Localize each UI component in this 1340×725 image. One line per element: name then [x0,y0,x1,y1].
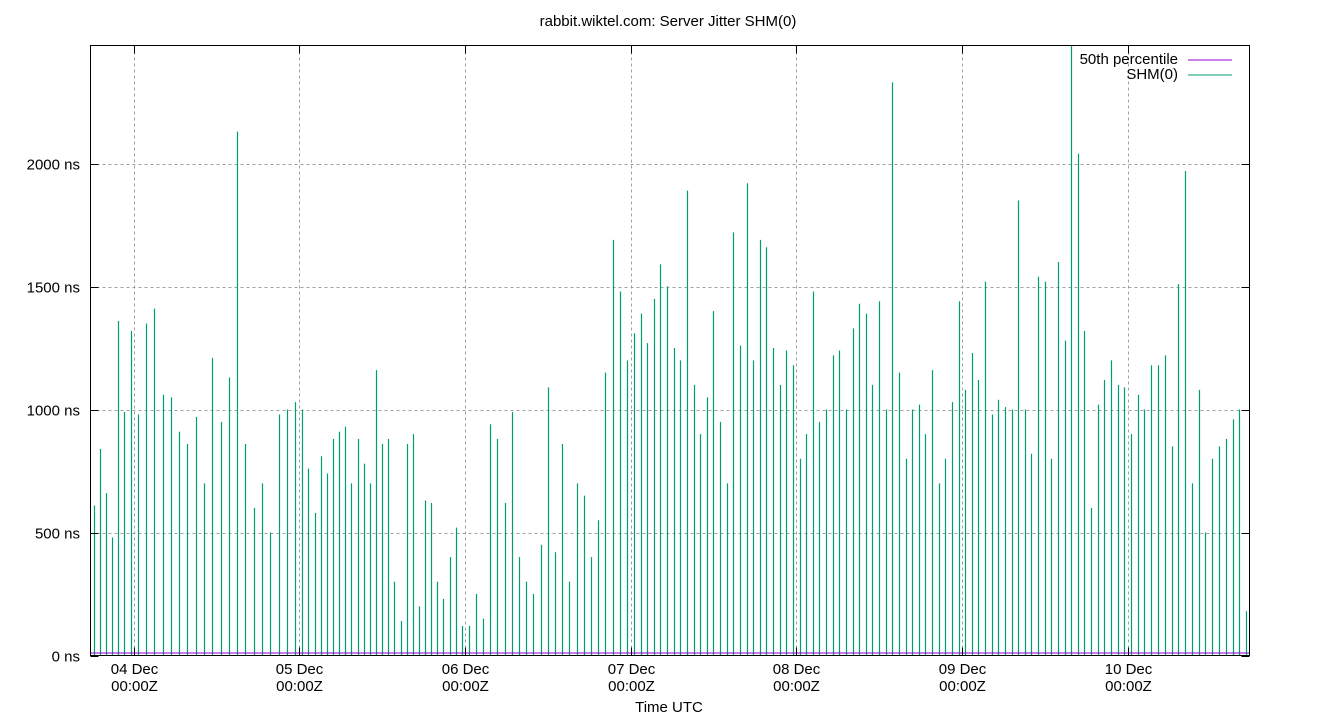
y-tick-label: 1000 ns [27,403,80,420]
x-tick-label-date: 08 Dec [773,661,821,678]
y-tick-label: 1500 ns [27,280,80,297]
y-axis: 0 ns 500 ns 1000 ns 1500 ns 2000 ns [27,157,1250,666]
x-tick-label-time: 00:00Z [773,678,820,695]
y-tick-label: 500 ns [35,526,80,543]
legend-label-shm0: SHM(0) [1126,66,1178,83]
x-tick-label-time: 00:00Z [442,678,489,695]
x-tick-label-time: 00:00Z [1105,678,1152,695]
x-tick-label-date: 05 Dec [276,661,324,678]
legend: 50th percentile SHM(0) [1080,51,1232,83]
x-tick-label-date: 09 Dec [939,661,987,678]
y-tick-label: 0 ns [52,649,80,666]
x-tick-label-time: 00:00Z [939,678,986,695]
x-tick-label-date: 10 Dec [1105,661,1153,678]
x-tick-label-date: 04 Dec [111,661,159,678]
x-tick-label-date: 06 Dec [442,661,490,678]
y-tick-label: 2000 ns [27,157,80,174]
x-tick-label-date: 07 Dec [608,661,656,678]
x-tick-label-time: 00:00Z [608,678,655,695]
chart-title: rabbit.wiktel.com: Server Jitter SHM(0) [540,13,797,30]
x-tick-label-time: 00:00Z [276,678,323,695]
x-tick-label-time: 00:00Z [111,678,158,695]
grid [90,45,1250,656]
legend-label-50th-percentile: 50th percentile [1080,51,1178,68]
plot-frame [90,45,1250,656]
x-axis-label: Time UTC [635,699,703,716]
series-shm0 [93,45,1248,656]
